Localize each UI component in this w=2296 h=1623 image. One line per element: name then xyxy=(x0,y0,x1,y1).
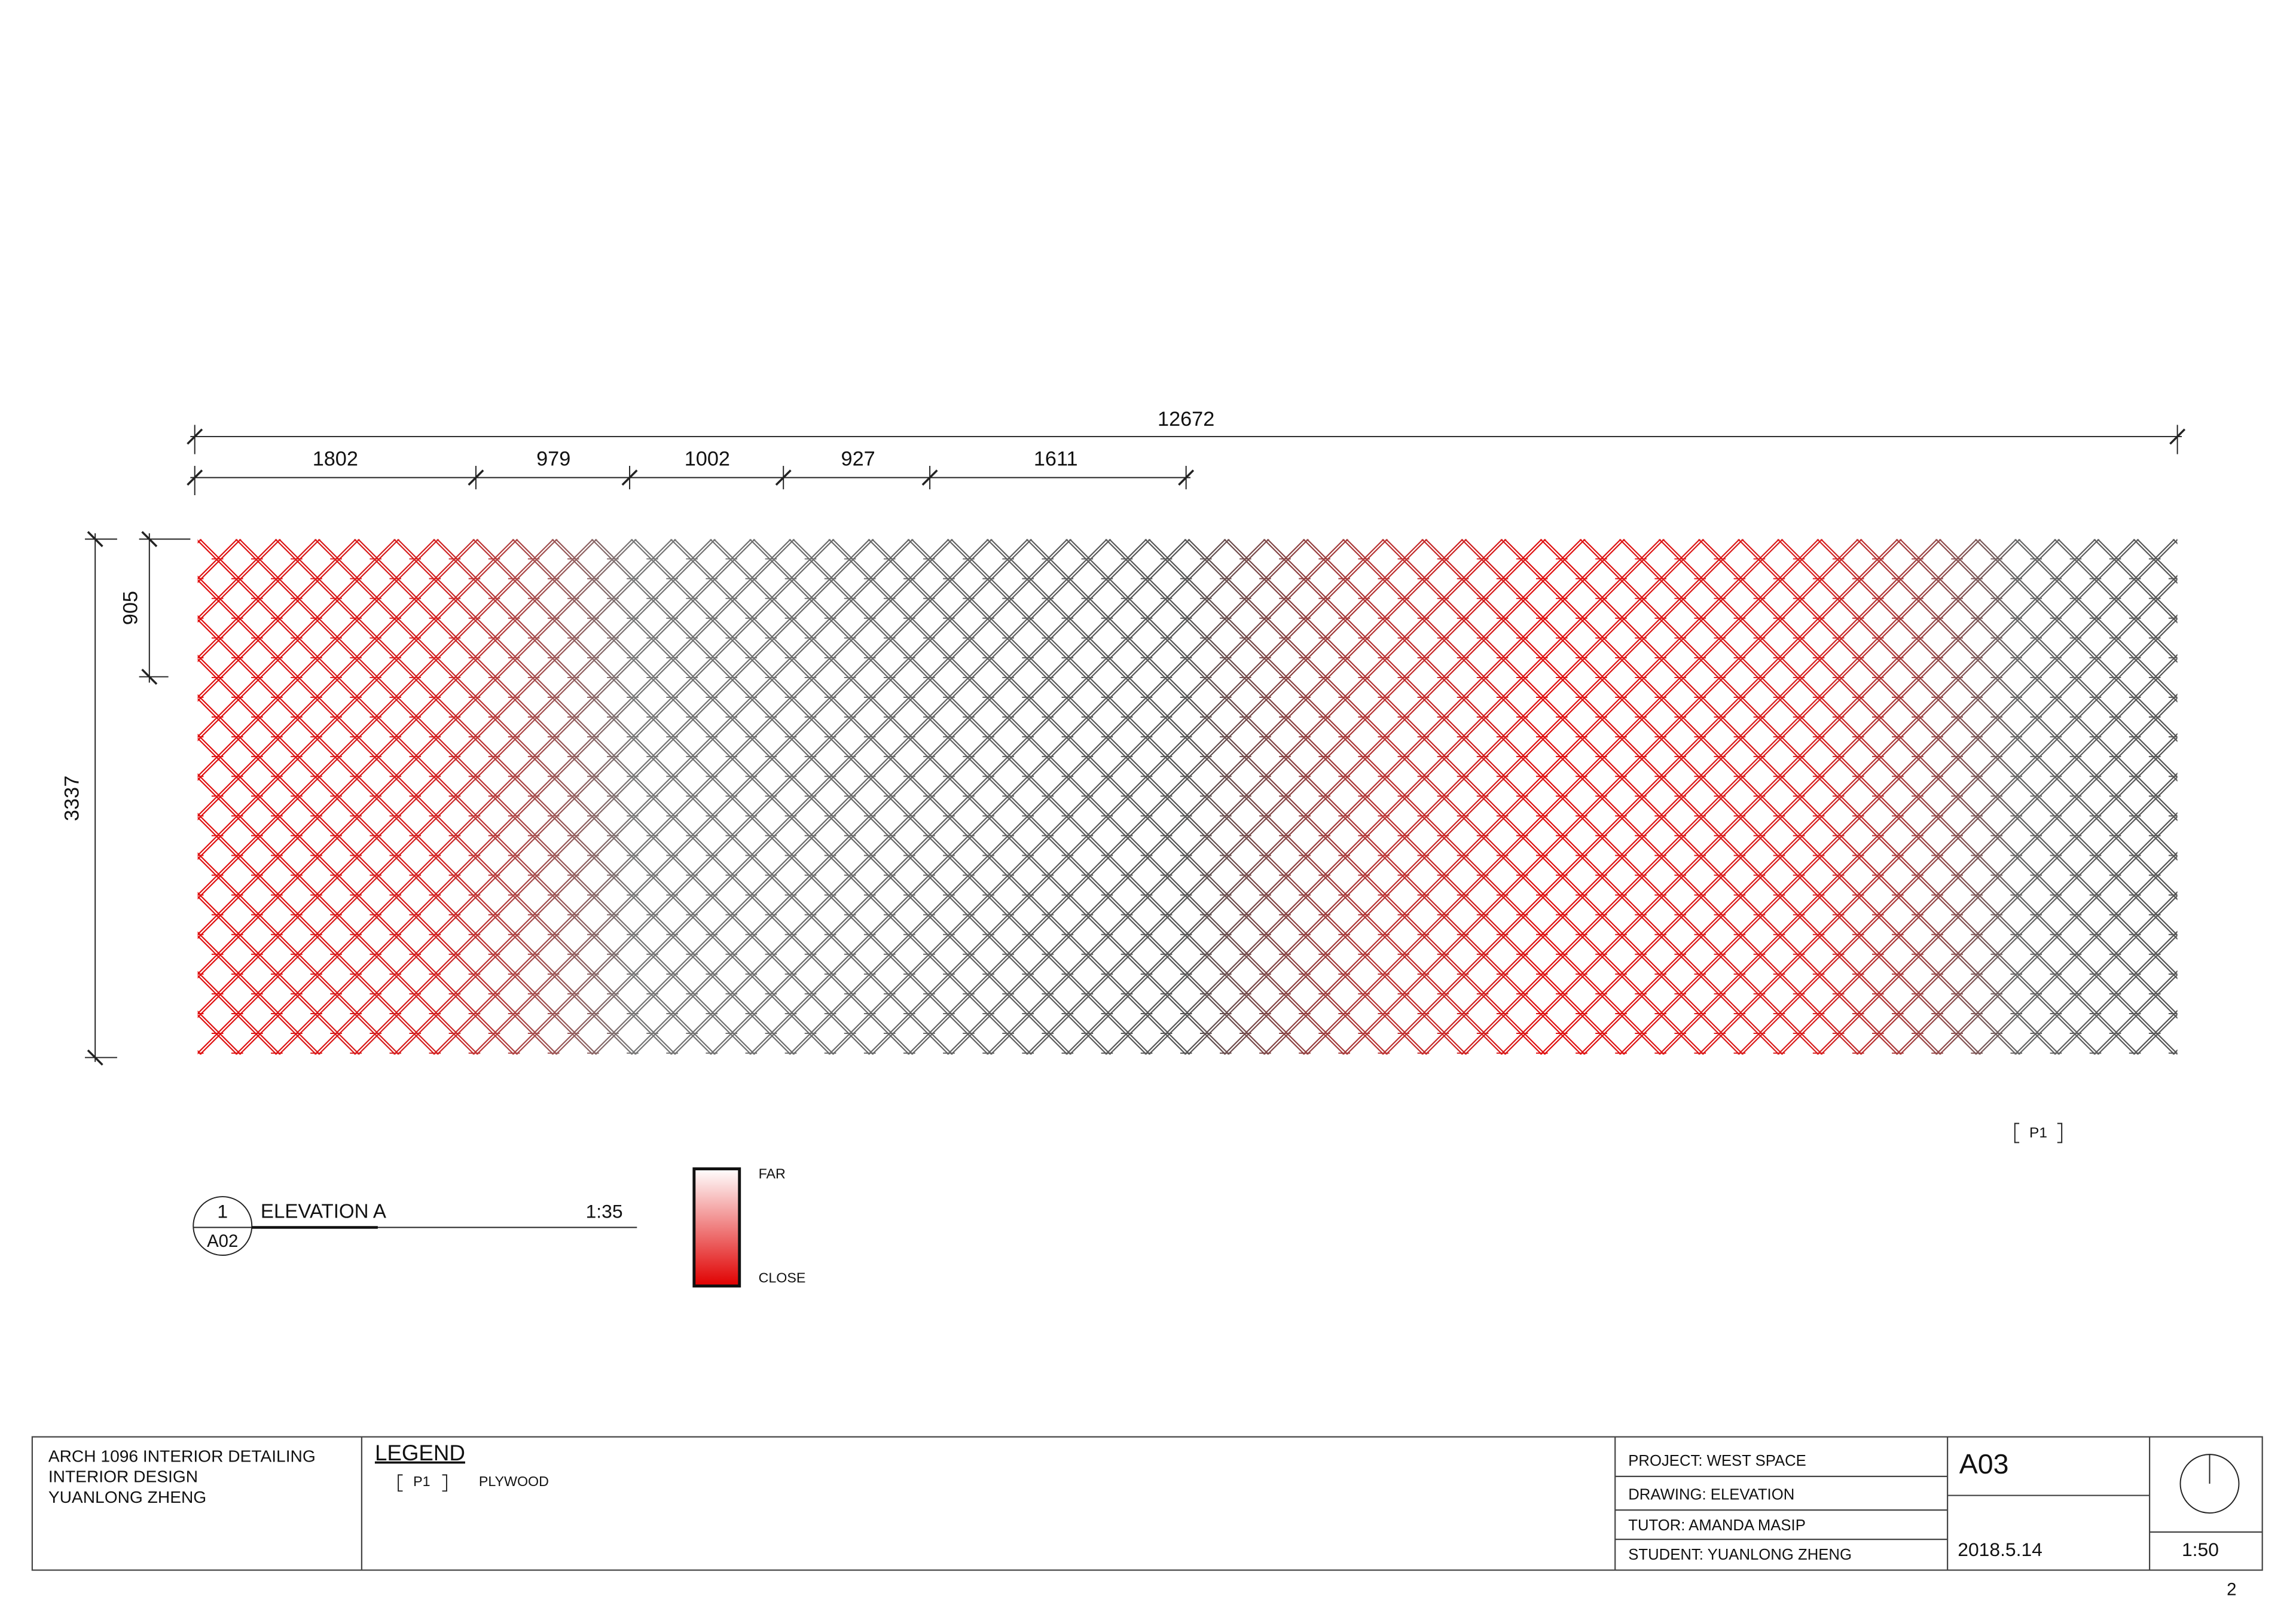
lattice-wall xyxy=(197,539,2178,1055)
legend-title: LEGEND xyxy=(375,1441,465,1465)
course-line: YUANLONG ZHENG xyxy=(48,1488,206,1506)
view-scale: 1:35 xyxy=(586,1200,623,1222)
depth-gradient xyxy=(692,1167,741,1288)
dimension-label: 905 xyxy=(119,591,142,625)
tag-brackets xyxy=(2014,1122,2063,1143)
dimension-ticks xyxy=(187,428,2186,486)
lattice-joints xyxy=(197,558,2178,1054)
view-number: 1 xyxy=(217,1200,228,1222)
scale: 1:50 xyxy=(2182,1539,2219,1560)
course-line: INTERIOR DESIGN xyxy=(48,1468,198,1486)
dimension-label: 1002 xyxy=(685,447,730,470)
course-line: ARCH 1096 INTERIOR DETAILING xyxy=(48,1447,316,1465)
tag-brackets xyxy=(398,1474,447,1492)
dimension-label: 1802 xyxy=(313,447,358,470)
title-block-frame xyxy=(31,1436,2263,1571)
depth-close: CLOSE xyxy=(759,1270,806,1285)
title-block xyxy=(31,1436,2263,1571)
student: STUDENT: YUANLONG ZHENG xyxy=(1628,1546,1852,1563)
drawing: DRAWING: ELEVATION xyxy=(1628,1486,1794,1503)
sheet-number: A03 xyxy=(1959,1448,2009,1479)
dimension-label: 927 xyxy=(841,447,875,470)
dimension-label: 3337 xyxy=(61,776,84,821)
page-number: 2 xyxy=(2227,1580,2236,1600)
project: PROJECT: WEST SPACE xyxy=(1628,1453,1806,1469)
dimension-label: 979 xyxy=(536,447,570,470)
title-block-grid xyxy=(361,1436,2263,1570)
view-bubble xyxy=(193,1196,253,1256)
depth-far: FAR xyxy=(759,1166,786,1181)
legend-tag: P1 xyxy=(413,1473,430,1489)
date: 2018.5.14 xyxy=(1958,1539,2042,1560)
legend-material: PLYWOOD xyxy=(479,1473,549,1489)
dimension-ticks xyxy=(87,531,158,1066)
dimension-lines xyxy=(85,425,2186,1066)
dimension-label: 1611 xyxy=(1034,447,1078,470)
material-tag: P1 xyxy=(2029,1125,2047,1141)
lattice-members xyxy=(197,539,2178,1055)
tutor: TUTOR: AMANDA MASIP xyxy=(1628,1517,1806,1534)
view-name: ELEVATION A xyxy=(261,1201,386,1223)
dimension-label: 12672 xyxy=(1158,408,1214,431)
view-sheet: A02 xyxy=(207,1231,238,1251)
